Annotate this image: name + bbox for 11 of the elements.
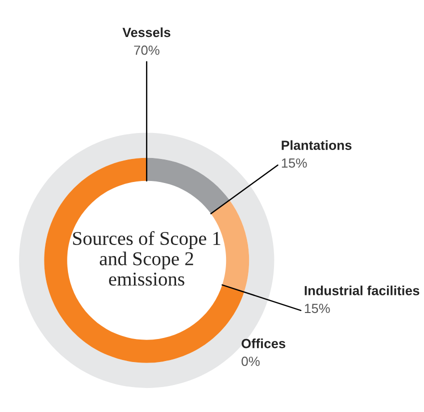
category-label: Offices: [242, 338, 286, 348]
data-label: 15%: [282, 158, 307, 168]
slice-label: Industrial facilities: [304, 286, 420, 296]
donut-slice: [146, 158, 230, 214]
slice-label: Vessels: [122, 27, 170, 38]
slice-label: Plantations: [282, 140, 352, 150]
data-label: 15%: [304, 304, 330, 314]
data-label: 70%: [134, 46, 160, 55]
text: 0%: [242, 356, 260, 366]
donut-slice: [210, 200, 250, 292]
text: Sources of Scope 1 and Scope 2 emissions: [73, 231, 220, 286]
